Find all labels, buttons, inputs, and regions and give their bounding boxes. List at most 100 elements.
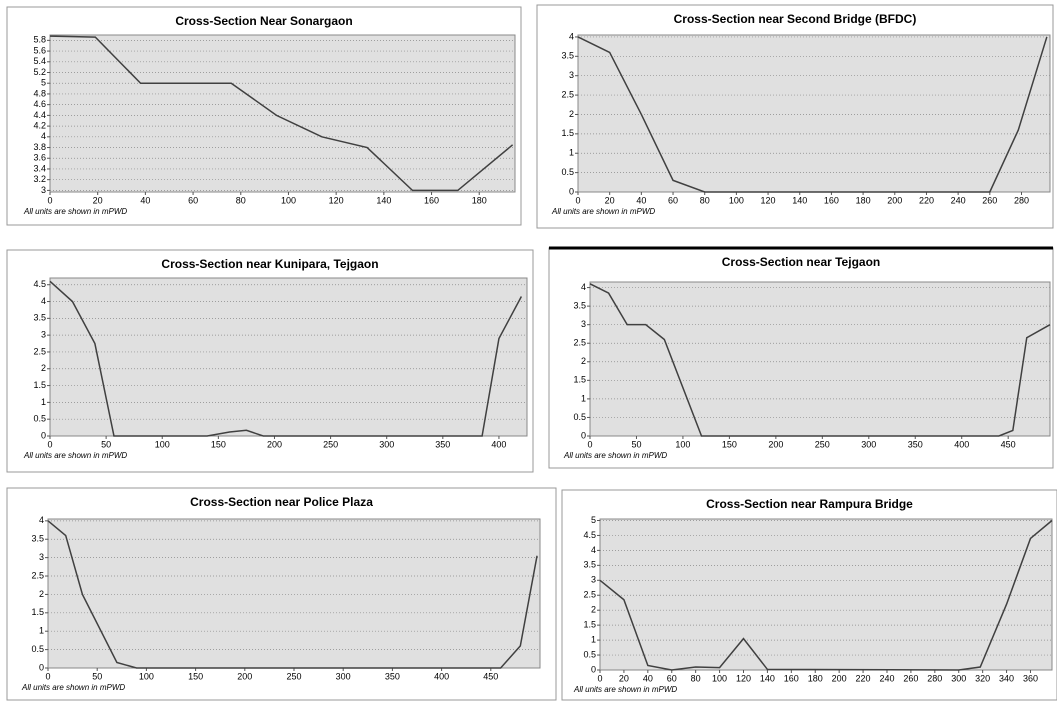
series-line [49, 35, 514, 192]
plot-area [589, 281, 1051, 437]
y-tick-label: 2.5 [31, 570, 44, 580]
y-tick-label: 1 [41, 397, 46, 407]
y-tick-label: 1.5 [33, 380, 46, 390]
x-tick-label: 300 [861, 439, 876, 449]
chart-title: Cross-Section near Tejgaon [722, 255, 880, 269]
plot-area [577, 34, 1051, 193]
y-tick-label: 1.5 [31, 607, 44, 617]
x-tick-label: 50 [631, 439, 641, 449]
y-tick-label: 5.4 [33, 56, 46, 66]
y-tick-label: 2.5 [573, 338, 586, 348]
x-tick-label: 140 [792, 195, 807, 205]
plot-area [47, 518, 541, 669]
y-tick-label: 5.6 [33, 45, 46, 55]
x-tick-label: 250 [323, 439, 338, 449]
y-tick-label: 3.5 [33, 313, 46, 323]
y-tick-label: 2 [591, 605, 596, 615]
x-tick-label: 0 [575, 195, 580, 205]
x-tick-label: 300 [336, 671, 351, 681]
y-tick-label: 4.4 [33, 110, 46, 120]
x-tick-label: 450 [1001, 439, 1016, 449]
x-tick-label: 100 [729, 195, 744, 205]
y-tick-label: 1.5 [561, 128, 574, 138]
plot-area [49, 277, 528, 437]
x-tick-label: 40 [636, 195, 646, 205]
x-tick-label: 400 [491, 439, 506, 449]
y-tick-label: 5.2 [33, 67, 46, 77]
series-line [589, 283, 1051, 437]
x-tick-label: 50 [92, 671, 102, 681]
y-tick-label: 3 [41, 330, 46, 340]
y-tick-label: 5 [591, 515, 596, 525]
x-tick-label: 80 [700, 195, 710, 205]
y-tick-label: 3.5 [561, 51, 574, 61]
series-line [47, 520, 538, 669]
y-tick-label: 1 [581, 393, 586, 403]
chart-title: Cross-Section near Rampura Bridge [706, 497, 913, 511]
x-tick-label: 180 [472, 195, 487, 205]
x-tick-label: 220 [856, 673, 871, 683]
x-tick-label: 200 [267, 439, 282, 449]
x-tick-label: 160 [424, 195, 439, 205]
x-tick-label: 80 [691, 673, 701, 683]
y-tick-label: 4.8 [33, 88, 46, 98]
plot-area [49, 34, 516, 193]
y-tick-label: 3.5 [573, 300, 586, 310]
y-tick-label: 0.5 [583, 649, 596, 659]
y-tick-label: 4 [41, 131, 46, 141]
x-tick-label: 100 [675, 439, 690, 449]
y-tick-label: 1 [39, 626, 44, 636]
x-tick-label: 20 [93, 195, 103, 205]
x-tick-label: 20 [605, 195, 615, 205]
y-tick-label: 0.5 [33, 414, 46, 424]
y-tick-label: 4 [591, 545, 596, 555]
x-tick-label: 120 [736, 673, 751, 683]
y-tick-label: 4 [581, 282, 586, 292]
unit-note: All units are shown in mPWD [551, 207, 655, 216]
x-tick-label: 350 [908, 439, 923, 449]
chart-title: Cross-Section near Kunipara, Tejgaon [161, 257, 378, 271]
x-tick-label: 100 [281, 195, 296, 205]
y-tick-label: 3.4 [33, 163, 46, 173]
unit-note: All units are shown in mPWD [23, 207, 127, 216]
x-tick-label: 280 [927, 673, 942, 683]
y-tick-label: 1.5 [573, 375, 586, 385]
x-tick-label: 0 [45, 671, 50, 681]
x-tick-label: 60 [188, 195, 198, 205]
x-tick-label: 0 [587, 439, 592, 449]
y-tick-label: 0 [591, 664, 596, 674]
x-tick-label: 0 [597, 673, 602, 683]
y-tick-label: 2 [581, 356, 586, 366]
x-tick-label: 240 [879, 673, 894, 683]
x-tick-label: 50 [101, 439, 111, 449]
y-tick-label: 2.5 [561, 89, 574, 99]
y-tick-label: 4 [39, 515, 44, 525]
unit-note: All units are shown in mPWD [21, 683, 125, 692]
x-tick-label: 80 [236, 195, 246, 205]
y-tick-label: 4.5 [33, 279, 46, 289]
y-tick-label: 3.2 [33, 174, 46, 184]
y-tick-label: 0 [39, 662, 44, 672]
series-line [577, 36, 1048, 193]
x-tick-label: 140 [760, 673, 775, 683]
y-tick-label: 0 [581, 430, 586, 440]
x-tick-label: 320 [975, 673, 990, 683]
x-tick-label: 350 [385, 671, 400, 681]
y-tick-label: 2 [569, 109, 574, 119]
x-tick-label: 120 [761, 195, 776, 205]
x-tick-label: 60 [667, 673, 677, 683]
y-tick-label: 1 [591, 634, 596, 644]
plot-area [599, 518, 1053, 671]
y-tick-label: 4.6 [33, 99, 46, 109]
y-tick-label: 0.5 [573, 412, 586, 422]
y-tick-label: 1 [569, 148, 574, 158]
y-tick-label: 0.5 [561, 167, 574, 177]
series-line [49, 280, 523, 437]
y-tick-label: 2.5 [583, 590, 596, 600]
y-tick-label: 3 [39, 552, 44, 562]
x-tick-label: 240 [951, 195, 966, 205]
x-tick-label: 140 [376, 195, 391, 205]
x-tick-label: 200 [887, 195, 902, 205]
y-tick-label: 3 [591, 575, 596, 585]
